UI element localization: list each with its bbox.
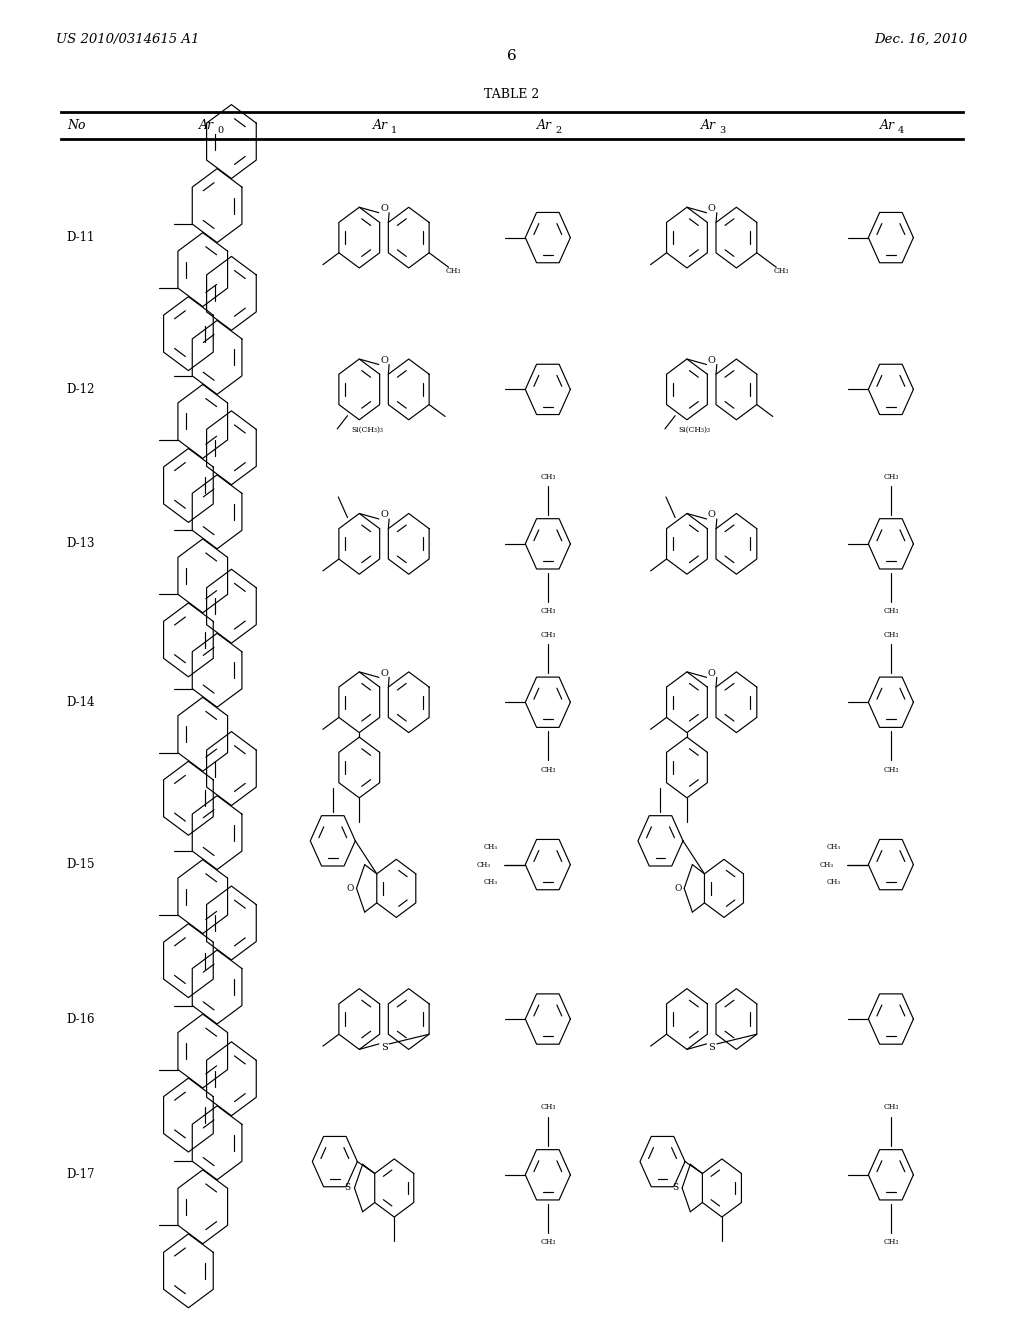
Text: CH₃: CH₃	[540, 766, 556, 774]
Text: CH₃: CH₃	[883, 766, 899, 774]
Text: US 2010/0314615 A1: US 2010/0314615 A1	[56, 33, 200, 46]
Text: D-11: D-11	[67, 231, 95, 244]
Text: 0: 0	[217, 127, 223, 135]
Text: D-15: D-15	[67, 858, 95, 871]
Text: CH₃: CH₃	[540, 631, 556, 639]
Text: O: O	[675, 884, 682, 892]
Text: CH₃: CH₃	[483, 878, 498, 886]
Text: O: O	[708, 669, 716, 678]
Text: CH₃: CH₃	[883, 631, 899, 639]
Text: CH₃: CH₃	[540, 1238, 556, 1246]
Text: CH₃: CH₃	[883, 473, 899, 480]
Text: Ar: Ar	[374, 119, 388, 132]
Text: CH₃: CH₃	[540, 473, 556, 480]
Text: CH₃: CH₃	[883, 1238, 899, 1246]
Text: S: S	[672, 1184, 678, 1192]
Text: O: O	[708, 205, 716, 214]
Text: CH₃: CH₃	[826, 878, 841, 886]
Text: CH₃: CH₃	[483, 843, 498, 851]
Text: Ar: Ar	[701, 119, 716, 132]
Text: TABLE 2: TABLE 2	[484, 88, 540, 102]
Text: D-16: D-16	[67, 1012, 95, 1026]
Text: D-12: D-12	[67, 383, 95, 396]
Text: 1: 1	[391, 127, 397, 135]
Text: O: O	[708, 511, 716, 520]
Text: Ar: Ar	[881, 119, 895, 132]
Text: CH₃: CH₃	[476, 861, 490, 869]
Text: CH₃: CH₃	[446, 267, 462, 276]
Text: Dec. 16, 2010: Dec. 16, 2010	[874, 33, 968, 46]
Text: O: O	[380, 356, 388, 366]
Text: S: S	[344, 1184, 350, 1192]
Text: D-13: D-13	[67, 537, 95, 550]
Text: Ar: Ar	[538, 119, 552, 132]
Text: Si(CH₃)₃: Si(CH₃)₃	[679, 426, 711, 434]
Text: O: O	[380, 669, 388, 678]
Text: S: S	[709, 1043, 715, 1052]
Text: CH₃: CH₃	[826, 843, 841, 851]
Text: O: O	[347, 884, 354, 892]
Text: O: O	[380, 205, 388, 214]
Text: 3: 3	[719, 127, 725, 135]
Text: S: S	[381, 1043, 387, 1052]
Text: CH₃: CH₃	[774, 267, 790, 276]
Text: CH₃: CH₃	[819, 861, 834, 869]
Text: D-17: D-17	[67, 1168, 95, 1181]
Text: 4: 4	[898, 127, 904, 135]
Text: Ar: Ar	[200, 119, 214, 132]
Text: CH₃: CH₃	[540, 1104, 556, 1111]
Text: No: No	[68, 119, 86, 132]
Text: CH₃: CH₃	[540, 607, 556, 615]
Text: 6: 6	[507, 49, 517, 63]
Text: O: O	[708, 356, 716, 366]
Text: O: O	[380, 511, 388, 520]
Text: CH₃: CH₃	[883, 607, 899, 615]
Text: Si(CH₃)₃: Si(CH₃)₃	[351, 426, 383, 434]
Text: 2: 2	[555, 127, 561, 135]
Text: CH₃: CH₃	[883, 1104, 899, 1111]
Text: D-14: D-14	[67, 696, 95, 709]
